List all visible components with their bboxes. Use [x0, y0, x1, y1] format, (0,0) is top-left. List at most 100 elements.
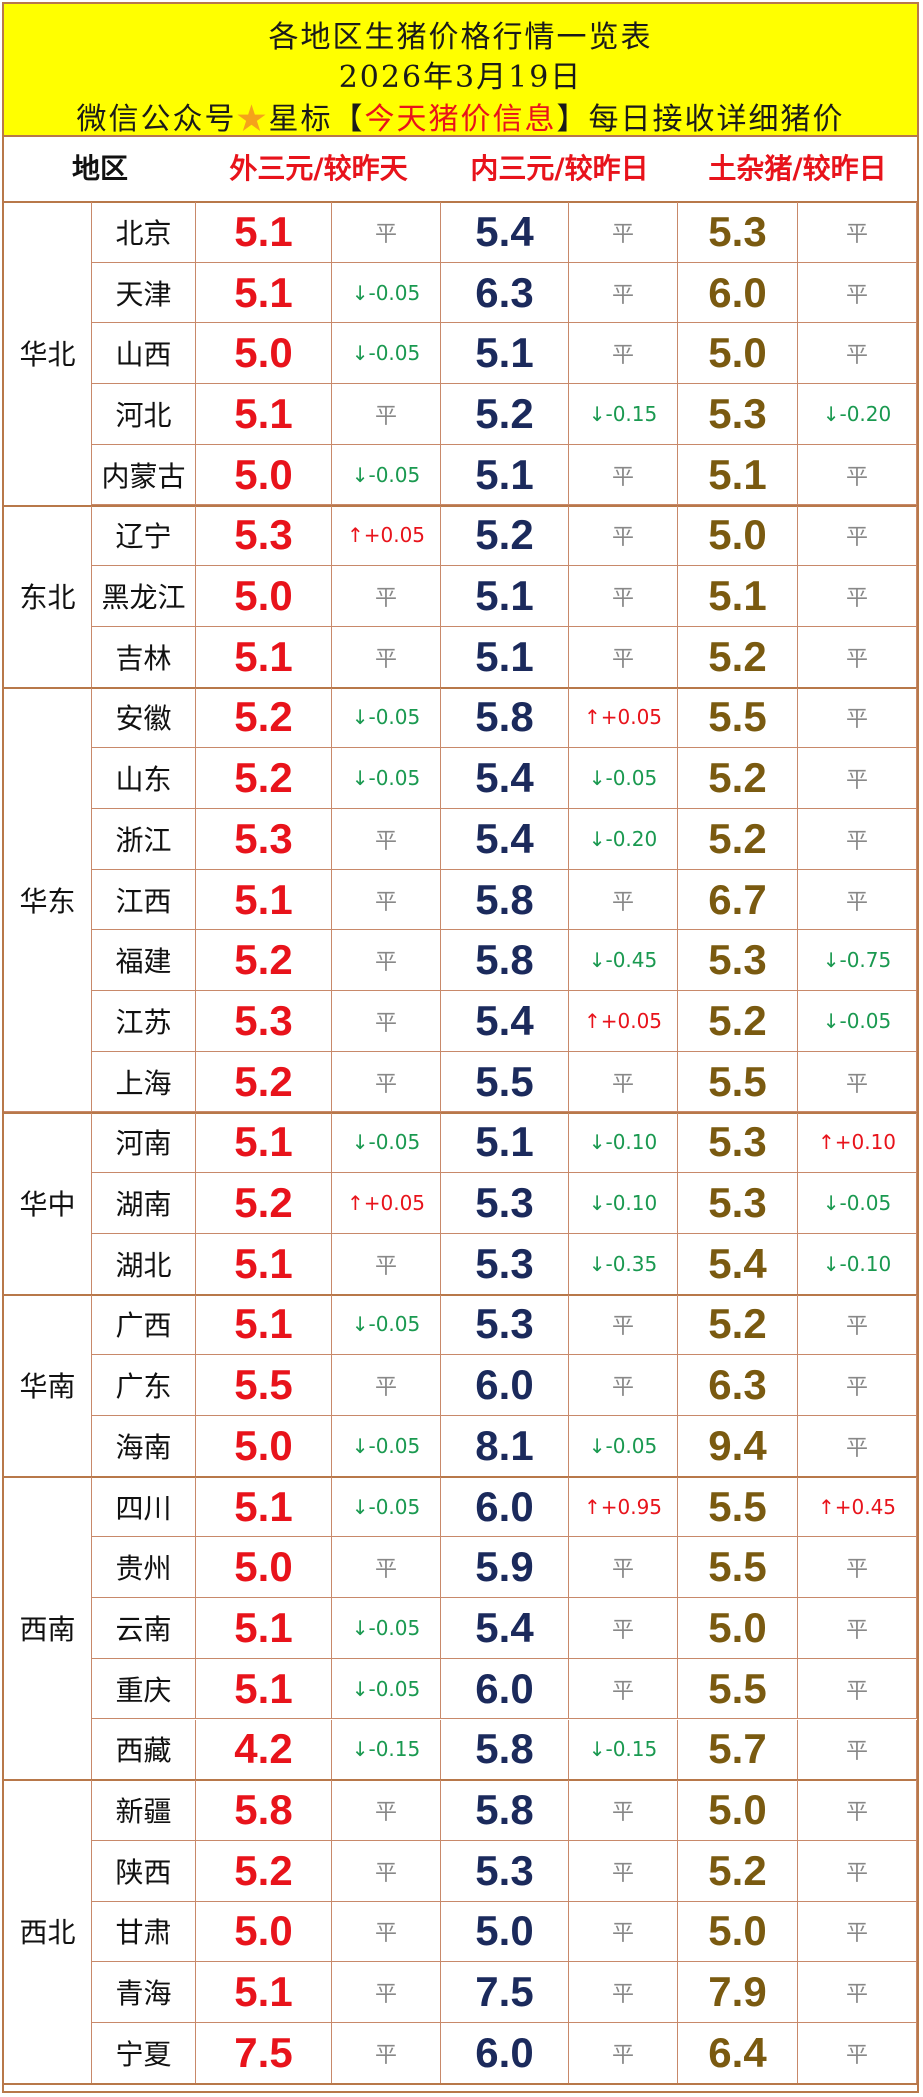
mixed-pig-price: 7.9 [678, 1962, 798, 2023]
region-label: 华中 [4, 1112, 92, 1295]
inner-sanyuan-price: 5.3 [441, 1173, 569, 1234]
inner-sanyuan-price: 5.1 [441, 1112, 569, 1174]
outer-sanyuan-change: 平 [332, 1355, 441, 1416]
mixed-pig-price: 5.1 [678, 566, 798, 627]
region-label: 华东 [4, 687, 92, 1113]
mixed-pig-price: 5.2 [678, 1840, 798, 1902]
outer-sanyuan-change: ↓-0.05 [332, 262, 441, 324]
inner-sanyuan-price: 5.1 [441, 626, 569, 688]
outer-sanyuan-change: ↓-0.05 [332, 1598, 441, 1659]
inner-sanyuan-change: ↓-0.45 [569, 930, 678, 992]
inner-sanyuan-price: 5.9 [441, 1537, 569, 1599]
outer-sanyuan-price: 5.1 [196, 202, 332, 263]
province-name: 重庆 [92, 1658, 196, 1720]
outer-sanyuan-change: 平 [332, 1901, 441, 1963]
inner-sanyuan-price: 5.1 [441, 323, 569, 385]
inner-sanyuan-price: 8.1 [441, 1416, 569, 1477]
mixed-pig-change: ↓-0.05 [798, 991, 917, 1052]
inner-sanyuan-price: 5.0 [441, 1901, 569, 1963]
outer-sanyuan-price: 5.0 [196, 1537, 332, 1599]
col-header-region: 地区 [71, 152, 128, 185]
region-divider [4, 1779, 917, 1782]
inner-sanyuan-change: 平 [569, 1962, 678, 2023]
province-name: 新疆 [92, 1780, 196, 1841]
mixed-pig-price: 6.7 [678, 869, 798, 931]
inner-sanyuan-price: 6.0 [441, 1476, 569, 1538]
outer-sanyuan-change: 平 [332, 1840, 441, 1902]
outer-sanyuan-price: 5.1 [196, 1598, 332, 1659]
outer-sanyuan-change: ↓-0.05 [332, 1294, 441, 1356]
province-name: 河北 [92, 384, 196, 445]
inner-sanyuan-change: ↓-0.10 [569, 1112, 678, 1174]
outer-sanyuan-price: 7.5 [196, 2023, 332, 2084]
province-name: 黑龙江 [92, 566, 196, 627]
outer-sanyuan-price: 5.2 [196, 687, 332, 749]
outer-sanyuan-price: 5.2 [196, 930, 332, 992]
outer-sanyuan-price: 5.2 [196, 1051, 332, 1113]
mixed-pig-change: 平 [798, 1719, 917, 1781]
mixed-pig-price: 5.0 [678, 1598, 798, 1659]
inner-sanyuan-price: 5.4 [441, 748, 569, 809]
mixed-pig-price: 5.5 [678, 1476, 798, 1538]
outer-sanyuan-change: 平 [332, 809, 441, 870]
mixed-pig-change: 平 [798, 687, 917, 749]
region-divider [4, 1293, 917, 1296]
mixed-pig-price: 9.4 [678, 1416, 798, 1477]
outer-sanyuan-price: 5.0 [196, 444, 332, 506]
province-name: 西藏 [92, 1719, 196, 1781]
inner-sanyuan-change: 平 [569, 1294, 678, 1356]
mixed-pig-change: 平 [798, 1840, 917, 1902]
outer-sanyuan-change: 平 [332, 1051, 441, 1113]
mixed-pig-price: 5.3 [678, 202, 798, 263]
inner-sanyuan-change: 平 [569, 1598, 678, 1659]
inner-sanyuan-change: 平 [569, 323, 678, 385]
outer-sanyuan-change: 平 [332, 869, 441, 931]
province-name: 甘肃 [92, 1901, 196, 1963]
page-title: 各地区生猪价格行情一览表 [268, 20, 653, 55]
inner-sanyuan-price: 5.8 [441, 869, 569, 931]
mixed-pig-price: 5.4 [678, 1233, 798, 1295]
inner-sanyuan-price: 6.3 [441, 262, 569, 324]
outer-sanyuan-price: 5.8 [196, 1780, 332, 1841]
inner-sanyuan-change: 平 [569, 1901, 678, 1963]
province-name: 安徽 [92, 687, 196, 749]
province-name: 湖北 [92, 1233, 196, 1295]
mixed-pig-change: 平 [798, 262, 917, 324]
outer-sanyuan-price: 5.1 [196, 1476, 332, 1538]
outer-sanyuan-change: ↓-0.05 [332, 323, 441, 385]
report-date: 2026年3月19日 [338, 60, 583, 95]
mixed-pig-price: 5.3 [678, 930, 798, 992]
region-label: 西南 [4, 1476, 92, 1781]
province-name: 浙江 [92, 809, 196, 870]
title-banner: 各地区生猪价格行情一览表 2026年3月19日 微信公众号★星标【今天猪价信息】… [4, 4, 917, 137]
mixed-pig-change: 平 [798, 1537, 917, 1599]
inner-sanyuan-price: 5.4 [441, 991, 569, 1052]
mixed-pig-change: 平 [798, 444, 917, 506]
province-name: 江西 [92, 869, 196, 931]
outer-sanyuan-change: ↓-0.15 [332, 1719, 441, 1781]
inner-sanyuan-change: 平 [569, 1355, 678, 1416]
mixed-pig-price: 5.3 [678, 384, 798, 445]
inner-sanyuan-price: 5.8 [441, 1780, 569, 1841]
mixed-pig-change: 平 [798, 323, 917, 385]
mixed-pig-price: 5.2 [678, 626, 798, 688]
province-name: 贵州 [92, 1537, 196, 1599]
province-name: 天津 [92, 262, 196, 324]
outer-sanyuan-price: 5.1 [196, 1658, 332, 1720]
outer-sanyuan-change: ↓-0.05 [332, 1112, 441, 1174]
mixed-pig-change: 平 [798, 202, 917, 263]
outer-sanyuan-change: 平 [332, 202, 441, 263]
inner-sanyuan-price: 5.2 [441, 505, 569, 567]
mixed-pig-price: 5.0 [678, 505, 798, 567]
outer-sanyuan-change: 平 [332, 1962, 441, 2023]
outer-sanyuan-price: 5.5 [196, 1355, 332, 1416]
outer-sanyuan-price: 5.0 [196, 566, 332, 627]
province-name: 山东 [92, 748, 196, 809]
inner-sanyuan-change: ↓-0.15 [569, 384, 678, 445]
inner-sanyuan-change: 平 [569, 1051, 678, 1113]
inner-sanyuan-price: 5.3 [441, 1840, 569, 1902]
mixed-pig-change: 平 [798, 1416, 917, 1477]
star-icon: ★ [236, 102, 269, 137]
province-name: 广东 [92, 1355, 196, 1416]
region-label: 华南 [4, 1294, 92, 1477]
